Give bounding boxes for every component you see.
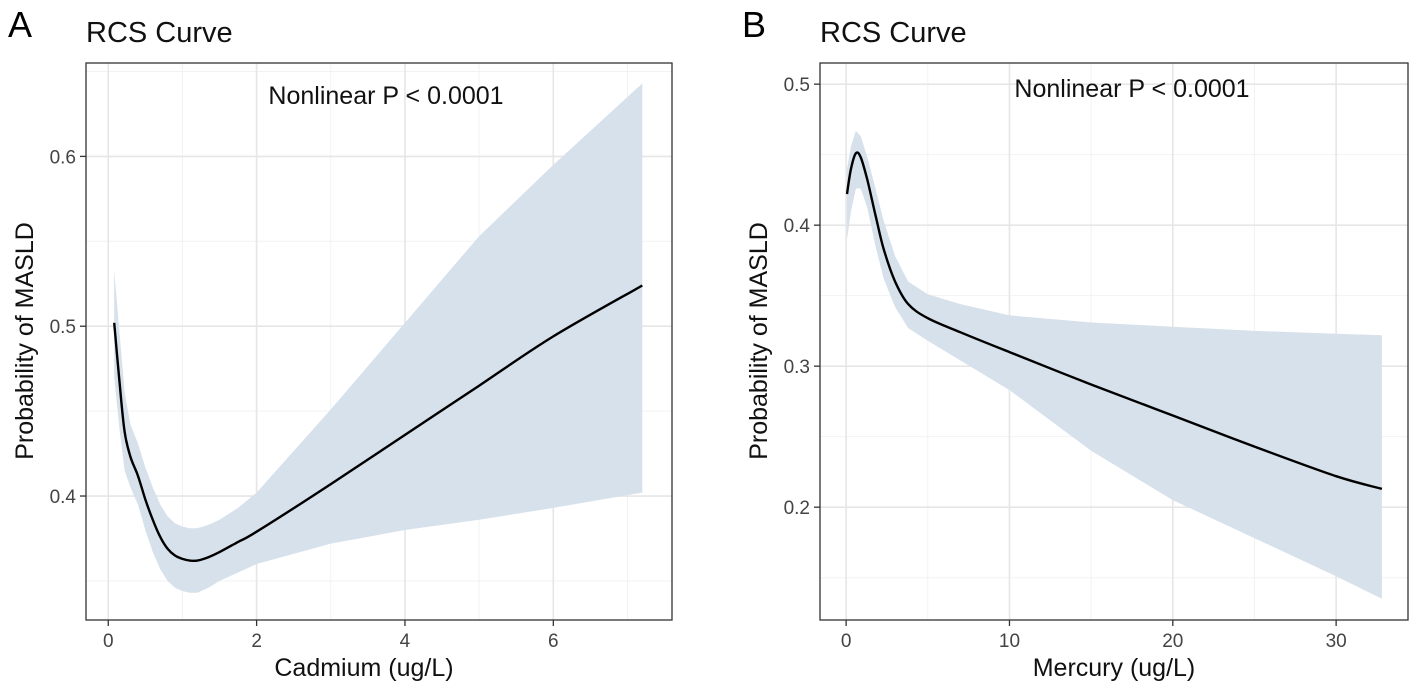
y-tick-label: 0.4	[50, 487, 77, 508]
annotation-a: Nonlinear P < 0.0001	[268, 82, 503, 110]
x-tick-label: 4	[400, 631, 411, 652]
plot-area-a	[85, 62, 673, 621]
y-axis-ticks-a: 0.4 0.5 0.6	[50, 147, 86, 508]
fitted-curve-a	[113, 284, 643, 563]
plot-area-b	[819, 62, 1409, 621]
y-axis-ticks-b: 0.2 0.3 0.4 0.5	[784, 75, 820, 519]
x-tick-label: 2	[251, 631, 262, 652]
y-tick-label: 0.6	[50, 147, 76, 168]
panel-a: A RCS Curve 0.4 0.5 0.6 0 2 4 6 Nonlinear P <…	[8, 4, 673, 682]
y-tick-label: 0.2	[784, 498, 810, 519]
y-tick-label: 0.5	[784, 75, 810, 96]
y-tick-label: 0.3	[784, 357, 810, 378]
confidence-band-b	[847, 130, 1382, 599]
annotation-b: Nonlinear P < 0.0001	[1014, 75, 1249, 103]
x-tick-label: 6	[548, 631, 559, 652]
chart-title-b: RCS Curve	[820, 17, 967, 49]
panel-letter-b: B	[742, 4, 766, 45]
x-tick-label: 20	[1162, 631, 1183, 652]
fitted-curve-b	[845, 151, 1383, 491]
y-tick-label: 0.4	[784, 216, 811, 237]
y-axis-label-a: Probability of MASLD	[11, 222, 39, 460]
x-tick-label: 0	[103, 631, 114, 652]
plot-border-b	[819, 62, 1409, 621]
y-tick-label: 0.5	[50, 317, 76, 338]
x-tick-label: 30	[1326, 631, 1347, 652]
x-axis-ticks-a: 0 2 4 6	[103, 620, 559, 652]
panel-b: B RCS Curve 0.2 0.3 0.4 0.5 0 10 20 30 Nonline…	[742, 4, 1409, 682]
chart-title-a: RCS Curve	[86, 17, 233, 49]
plot-border-a	[85, 62, 673, 621]
x-tick-label: 0	[841, 631, 852, 652]
x-axis-ticks-b: 0 10 20 30	[841, 620, 1347, 652]
panel-letter-a: A	[8, 4, 32, 45]
confidence-band-a	[114, 83, 643, 593]
x-axis-label-a: Cadmium (ug/L)	[274, 654, 453, 682]
y-axis-label-b: Probability of MASLD	[745, 222, 773, 460]
x-tick-label: 10	[999, 631, 1020, 652]
x-axis-label-b: Mercury (ug/L)	[1033, 654, 1196, 682]
